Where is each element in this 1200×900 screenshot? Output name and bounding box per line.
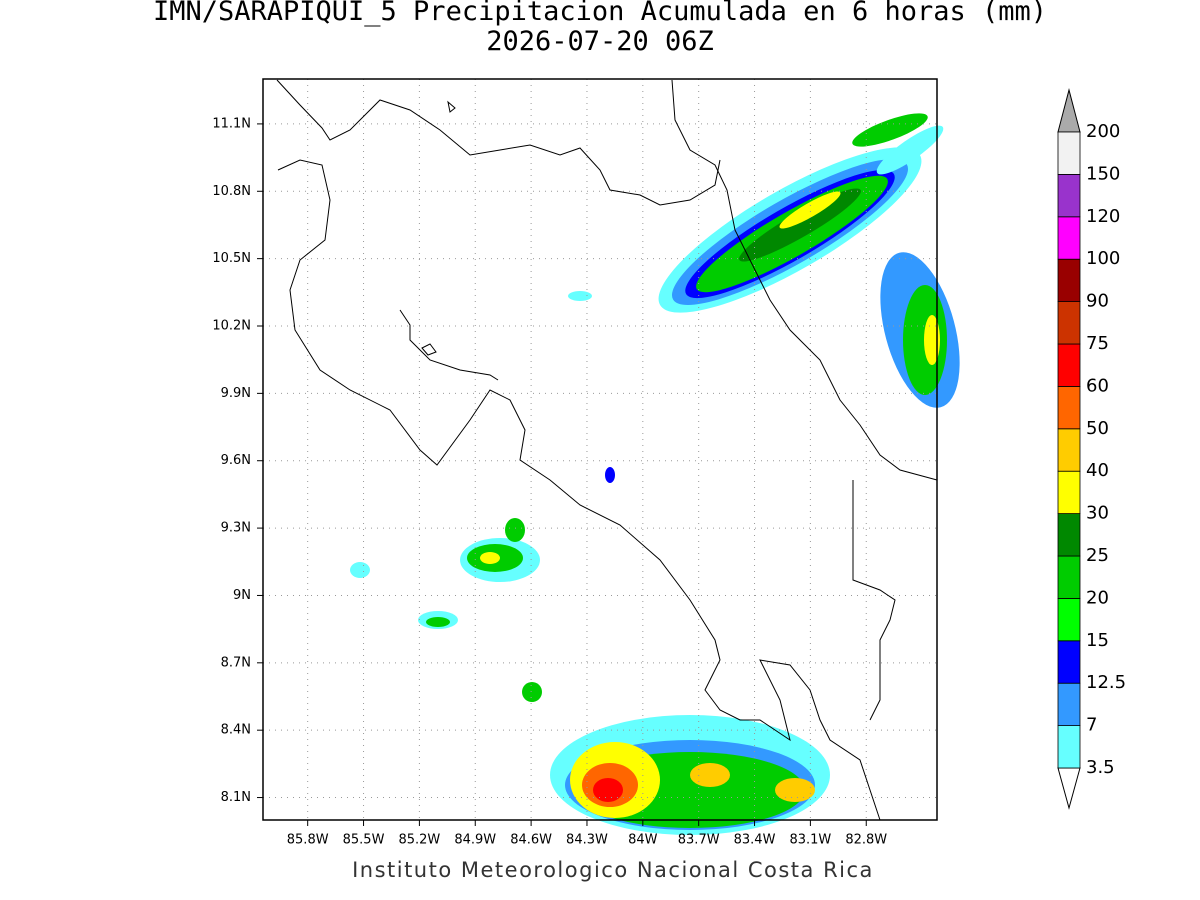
colorbar-band bbox=[1057, 343, 1081, 387]
lat-tick-label: 8.1N bbox=[221, 790, 251, 805]
colorbar-band bbox=[1057, 258, 1081, 303]
colorbar-band bbox=[1057, 555, 1081, 599]
lat-tick-label: 9N bbox=[233, 588, 251, 603]
colorbar-band bbox=[1057, 216, 1081, 260]
colorbar-under bbox=[1057, 767, 1081, 810]
colorbar-label: 15 bbox=[1086, 630, 1109, 651]
lat-tick-label: 10.5N bbox=[212, 251, 251, 266]
colorbar-label: 100 bbox=[1086, 248, 1120, 269]
colorbar-label: 60 bbox=[1086, 375, 1109, 396]
lon-tick-label: 85.2W bbox=[398, 833, 440, 848]
colorbar-band bbox=[1057, 301, 1081, 345]
lat-tick-label: 9.9N bbox=[221, 386, 251, 401]
lon-tick-label: 84W bbox=[628, 833, 658, 848]
colorbar-label: 20 bbox=[1086, 587, 1109, 608]
colorbar-band bbox=[1057, 428, 1081, 472]
colorbar-band bbox=[1057, 640, 1081, 684]
footer: Instituto Meteorologico Nacional Costa R… bbox=[352, 858, 874, 882]
lat-tick-label: 8.7N bbox=[221, 655, 251, 670]
colorbar-label: 30 bbox=[1086, 503, 1109, 524]
colorbar-label: 3.5 bbox=[1086, 757, 1115, 778]
title: IMN/SARAPIQUI_5 Precipitacion Acumulada … bbox=[153, 0, 1047, 27]
colorbar-band bbox=[1057, 598, 1081, 642]
colorbar-band bbox=[1057, 513, 1081, 557]
colorbar-band bbox=[1057, 385, 1081, 430]
lon-tick-label: 84.9W bbox=[454, 833, 496, 848]
colorbar-label: 50 bbox=[1086, 418, 1109, 439]
colorbar-band bbox=[1057, 173, 1081, 218]
lat-tick-label: 10.2N bbox=[212, 319, 251, 334]
colorbar-label: 120 bbox=[1086, 206, 1120, 227]
colorbar-band bbox=[1057, 682, 1081, 727]
lon-tick-label: 83.1W bbox=[789, 833, 831, 848]
lat-tick-label: 8.4N bbox=[221, 723, 251, 738]
colorbar-label: 40 bbox=[1086, 460, 1109, 481]
lon-tick-label: 84.6W bbox=[510, 833, 552, 848]
map-frame bbox=[262, 78, 938, 821]
colorbar-label: 150 bbox=[1086, 163, 1120, 184]
colorbar-label: 25 bbox=[1086, 545, 1109, 566]
lat-tick-label: 9.3N bbox=[221, 521, 251, 536]
colorbar-over bbox=[1057, 88, 1081, 133]
lon-tick-label: 82.8W bbox=[845, 833, 887, 848]
colorbar-band bbox=[1057, 131, 1081, 175]
colorbar-band bbox=[1057, 725, 1081, 769]
colorbar-label: 7 bbox=[1086, 715, 1097, 736]
subtitle: 2026-07-20 06Z bbox=[486, 26, 714, 57]
lon-tick-label: 83.7W bbox=[678, 833, 720, 848]
colorbar-label: 75 bbox=[1086, 333, 1109, 354]
lon-tick-label: 85.8W bbox=[287, 833, 329, 848]
lat-tick-label: 11.1N bbox=[212, 116, 251, 131]
lat-tick-label: 10.8N bbox=[212, 184, 251, 199]
colorbar-label: 12.5 bbox=[1086, 672, 1126, 693]
colorbar-label: 90 bbox=[1086, 291, 1109, 312]
precip-field bbox=[350, 113, 960, 835]
coastline bbox=[276, 79, 938, 821]
lat-tick-label: 9.6N bbox=[221, 453, 251, 468]
colorbar-band bbox=[1057, 470, 1081, 515]
lon-tick-label: 83.4W bbox=[734, 833, 776, 848]
lon-tick-label: 84.3W bbox=[566, 833, 608, 848]
colorbar-label: 200 bbox=[1086, 121, 1120, 142]
lon-tick-label: 85.5W bbox=[343, 833, 385, 848]
